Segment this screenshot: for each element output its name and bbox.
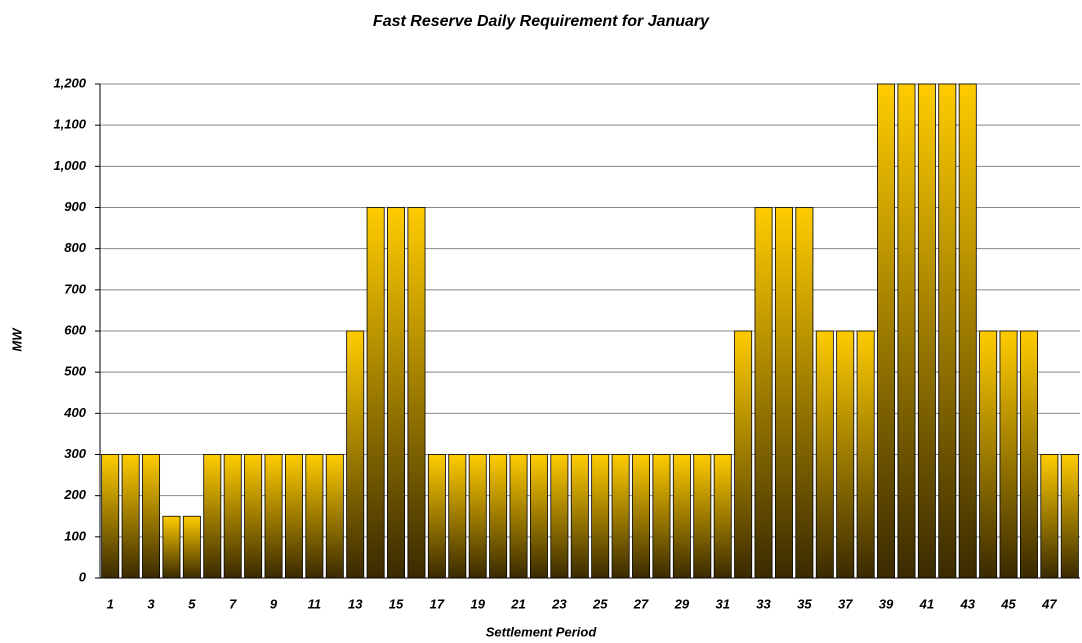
bar	[897, 83, 916, 579]
bar	[836, 330, 855, 579]
bar	[529, 454, 548, 579]
bar	[346, 330, 365, 579]
chart-title: Fast Reserve Daily Requirement for Janua…	[373, 13, 710, 30]
bar	[754, 207, 773, 579]
bar	[284, 454, 303, 579]
x-tick-label: 13	[348, 596, 363, 611]
y-tick-label: 100	[64, 528, 86, 543]
x-tick-label: 29	[674, 596, 690, 611]
bar	[611, 454, 630, 579]
bar	[244, 454, 263, 579]
bar	[325, 454, 344, 579]
bar	[203, 454, 222, 579]
bar	[774, 207, 793, 579]
bar	[468, 454, 487, 579]
bar	[693, 454, 712, 579]
bar	[264, 454, 283, 579]
bar	[979, 330, 998, 579]
bar	[591, 454, 610, 579]
bar	[121, 454, 140, 579]
y-tick-label: 1,200	[53, 75, 86, 90]
bar	[570, 454, 589, 579]
x-tick-label: 33	[756, 596, 771, 611]
bar	[387, 207, 406, 579]
bar	[448, 454, 467, 579]
bar	[999, 330, 1018, 579]
bar	[815, 330, 834, 579]
x-tick-label: 3	[147, 596, 155, 611]
bar	[856, 330, 875, 579]
bar	[917, 83, 936, 579]
bar	[1019, 330, 1038, 579]
bar	[958, 83, 977, 579]
bar	[366, 207, 385, 579]
x-tick-label: 1	[107, 596, 114, 611]
y-tick-label: 0	[79, 569, 87, 584]
x-tick-label: 19	[470, 596, 485, 611]
x-tick-label: 43	[959, 596, 975, 611]
y-tick-label: 1,100	[53, 117, 86, 132]
x-tick-label: 9	[270, 596, 278, 611]
bar	[1060, 454, 1079, 579]
bar	[509, 454, 528, 579]
y-tick-label: 300	[64, 446, 86, 461]
y-tick-label: 800	[64, 240, 86, 255]
bar	[142, 454, 161, 579]
bar	[1040, 454, 1059, 579]
x-tick-label: 37	[838, 596, 853, 611]
x-tick-label: 11	[308, 596, 322, 611]
bar	[182, 515, 201, 579]
x-tick-label: 31	[715, 596, 729, 611]
x-tick-label: 7	[229, 596, 237, 611]
x-axis-title: Settlement Period	[486, 624, 598, 639]
bar	[305, 454, 324, 579]
bar	[713, 454, 732, 579]
bar	[407, 207, 426, 579]
y-tick-label: 400	[63, 405, 86, 420]
y-tick-label: 700	[64, 281, 86, 296]
y-tick-label: 500	[64, 364, 86, 379]
x-tick-label: 41	[919, 596, 934, 611]
bar	[877, 83, 896, 579]
x-tick-label: 47	[1041, 596, 1057, 611]
bar	[162, 515, 181, 579]
y-tick-label: 600	[64, 322, 86, 337]
x-tick-label: 5	[188, 596, 196, 611]
y-axis-title: MW	[9, 327, 24, 352]
y-tick-label: 1,000	[53, 158, 86, 173]
bar	[223, 454, 242, 579]
x-tick-label: 39	[879, 596, 894, 611]
x-tick-label: 35	[797, 596, 812, 611]
bar	[489, 454, 508, 579]
bar	[652, 454, 671, 579]
bar	[632, 454, 651, 579]
bar	[427, 454, 446, 579]
bar	[101, 454, 120, 579]
y-tick-label: 200	[63, 487, 86, 502]
x-tick-label: 23	[551, 596, 567, 611]
bar	[938, 83, 957, 579]
x-tick-label: 25	[592, 596, 608, 611]
x-tick-label: 45	[1000, 596, 1016, 611]
bar	[734, 330, 753, 579]
bar	[550, 454, 569, 579]
x-tick-label: 27	[633, 596, 649, 611]
y-tick-label: 900	[64, 199, 86, 214]
bar	[672, 454, 691, 579]
bar	[795, 207, 814, 579]
x-tick-label: 15	[389, 596, 404, 611]
x-tick-label: 21	[510, 596, 525, 611]
x-tick-label: 17	[430, 596, 445, 611]
